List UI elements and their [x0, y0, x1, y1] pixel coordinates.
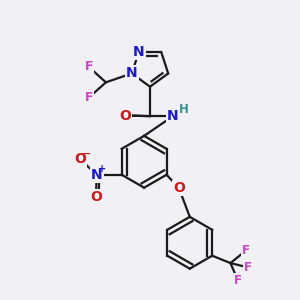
Text: O: O — [74, 152, 86, 167]
Text: O: O — [174, 181, 185, 195]
Text: N: N — [126, 67, 138, 80]
Text: O: O — [90, 190, 102, 204]
Text: N: N — [167, 109, 179, 123]
Text: O: O — [119, 109, 131, 122]
Text: N: N — [91, 168, 103, 182]
Text: F: F — [85, 91, 93, 104]
Text: F: F — [85, 61, 93, 74]
Text: F: F — [234, 274, 242, 286]
Text: N: N — [133, 45, 145, 59]
Text: F: F — [244, 261, 252, 274]
Text: +: + — [98, 164, 106, 174]
Text: −: − — [82, 149, 92, 159]
Text: F: F — [242, 244, 250, 257]
Text: H: H — [179, 103, 189, 116]
